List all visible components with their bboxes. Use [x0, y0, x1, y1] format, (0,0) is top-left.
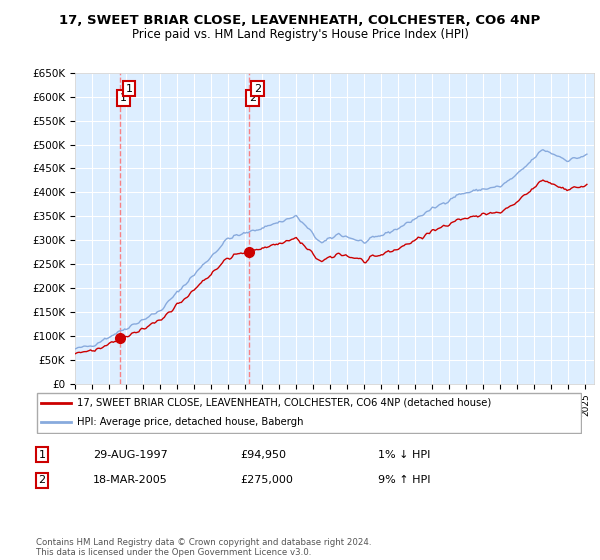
Text: £275,000: £275,000 — [240, 475, 293, 486]
Text: 2: 2 — [38, 475, 46, 486]
Text: 1% ↓ HPI: 1% ↓ HPI — [378, 450, 430, 460]
Text: 17, SWEET BRIAR CLOSE, LEAVENHEATH, COLCHESTER, CO6 4NP: 17, SWEET BRIAR CLOSE, LEAVENHEATH, COLC… — [59, 14, 541, 27]
Text: 1: 1 — [125, 83, 133, 94]
Text: 1: 1 — [38, 450, 46, 460]
Text: 17, SWEET BRIAR CLOSE, LEAVENHEATH, COLCHESTER, CO6 4NP (detached house): 17, SWEET BRIAR CLOSE, LEAVENHEATH, COLC… — [77, 398, 491, 408]
Text: 9% ↑ HPI: 9% ↑ HPI — [378, 475, 431, 486]
Text: Contains HM Land Registry data © Crown copyright and database right 2024.
This d: Contains HM Land Registry data © Crown c… — [36, 538, 371, 557]
Text: 1: 1 — [120, 93, 127, 103]
FancyBboxPatch shape — [37, 393, 581, 433]
Text: 2: 2 — [254, 83, 261, 94]
Text: HPI: Average price, detached house, Babergh: HPI: Average price, detached house, Babe… — [77, 417, 304, 427]
Text: 2: 2 — [249, 93, 256, 103]
Text: 18-MAR-2005: 18-MAR-2005 — [93, 475, 168, 486]
Text: £94,950: £94,950 — [240, 450, 286, 460]
Text: Price paid vs. HM Land Registry's House Price Index (HPI): Price paid vs. HM Land Registry's House … — [131, 28, 469, 41]
Text: 29-AUG-1997: 29-AUG-1997 — [93, 450, 168, 460]
